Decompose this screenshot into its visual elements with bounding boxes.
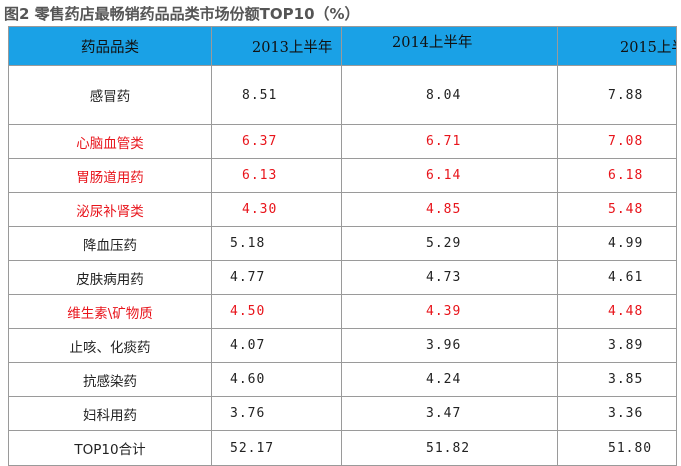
cell-2014: 4.39 [341,294,558,329]
table-total-row: TOP10合计 52.17 51.82 51.80 [8,430,677,466]
cell-2015: 5.48 [557,192,677,227]
table-row: 皮肤病用药 4.77 4.73 4.61 [8,260,677,295]
row-category: 止咳、化痰药 [8,328,212,363]
cell-2015: 7.88 [557,65,677,125]
figure-title: 图2 零售药店最畅销药品品类市场份额TOP10（%） [4,5,360,23]
cell-2014: 6.14 [341,158,558,193]
cell-2013: 4.60 [211,362,342,397]
header-category: 药品品类 [8,26,212,66]
table-row: 降血压药 5.18 5.29 4.99 [8,226,677,261]
cell-2014: 3.96 [341,328,558,363]
row-category: 胃肠道用药 [8,158,212,193]
cell-2014: 4.24 [341,362,558,397]
cell-2015: 3.85 [557,362,677,397]
cell-2015: 51.80 [557,430,677,466]
cell-2015: 3.89 [557,328,677,363]
row-category: 降血压药 [8,226,212,261]
table-row: 泌尿补肾类 4.30 4.85 5.48 [8,192,677,227]
row-category: 抗感染药 [8,362,212,397]
table-row: 妇科用药 3.76 3.47 3.36 [8,396,677,431]
header-2013: 2013上半年 [211,26,342,66]
cell-2014: 3.47 [341,396,558,431]
cell-2013: 4.77 [211,260,342,295]
table-header-row: 药品品类 2013上半年 2014上半年 2015上半年 [8,26,677,66]
cell-2014: 5.29 [341,226,558,261]
cell-2013: 6.13 [211,158,342,193]
table-row: 止咳、化痰药 4.07 3.96 3.89 [8,328,677,363]
cell-2013: 4.30 [211,192,342,227]
cell-2014: 51.82 [341,430,558,466]
table-row: 感冒药 8.51 8.04 7.88 [8,65,677,125]
header-2015: 2015上半年 [557,26,677,66]
table-row: 抗感染药 4.60 4.24 3.85 [8,362,677,397]
cell-2014: 6.71 [341,124,558,159]
table-row: 胃肠道用药 6.13 6.14 6.18 [8,158,677,193]
cell-2015: 4.61 [557,260,677,295]
row-category: 妇科用药 [8,396,212,431]
cell-2013: 3.76 [211,396,342,431]
cell-2013: 52.17 [211,430,342,466]
row-category: TOP10合计 [8,430,212,466]
row-category: 泌尿补肾类 [8,192,212,227]
header-2014: 2014上半年 [341,26,558,66]
cell-2013: 4.50 [211,294,342,329]
cell-2014: 4.73 [341,260,558,295]
cell-2015: 4.48 [557,294,677,329]
table-row: 心脑血管类 6.37 6.71 7.08 [8,124,677,159]
cell-2014: 8.04 [341,65,558,125]
row-category: 感冒药 [8,65,212,125]
cell-2013: 5.18 [211,226,342,261]
cell-2015: 6.18 [557,158,677,193]
cell-2015: 7.08 [557,124,677,159]
row-category: 心脑血管类 [8,124,212,159]
table-row: 维生素\矿物质 4.50 4.39 4.48 [8,294,677,329]
cell-2015: 4.99 [557,226,677,261]
row-category: 皮肤病用药 [8,260,212,295]
cell-2014: 4.85 [341,192,558,227]
cell-2013: 4.07 [211,328,342,363]
market-share-table: 药品品类 2013上半年 2014上半年 2015上半年 感冒药 8.51 8.… [8,26,677,466]
cell-2013: 8.51 [211,65,342,125]
cell-2015: 3.36 [557,396,677,431]
cell-2013: 6.37 [211,124,342,159]
row-category: 维生素\矿物质 [8,294,212,329]
